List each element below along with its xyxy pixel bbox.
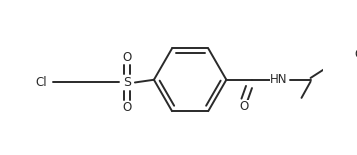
Text: O: O <box>354 48 357 61</box>
Text: O: O <box>122 101 131 114</box>
Text: HN: HN <box>270 73 288 86</box>
Text: Cl: Cl <box>36 76 47 89</box>
Text: S: S <box>123 76 131 89</box>
Text: O: O <box>122 51 131 64</box>
Text: O: O <box>240 100 249 113</box>
